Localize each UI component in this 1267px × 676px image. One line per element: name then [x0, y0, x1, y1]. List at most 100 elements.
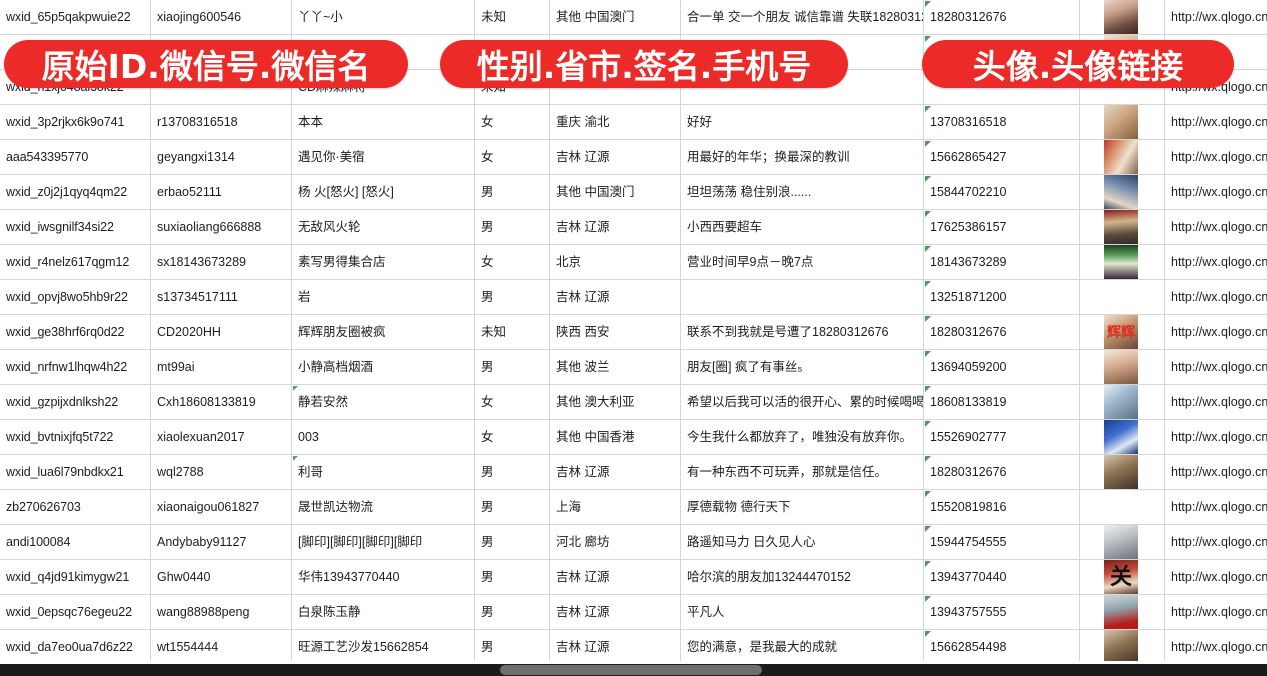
- cell-phone[interactable]: 15844702210: [923, 174, 1080, 210]
- cell-wechat-name[interactable]: 利哥: [291, 454, 475, 490]
- cell-wechat-number[interactable]: wt1554444: [150, 629, 292, 665]
- cell-avatar-url[interactable]: http://wx.qlogo.cn/mmhead: [1164, 349, 1267, 385]
- cell-phone[interactable]: 13694059200: [923, 349, 1080, 385]
- cell-region[interactable]: 北京: [549, 244, 681, 280]
- cell-wechat-number[interactable]: mt99ai: [150, 349, 292, 385]
- cell-signature[interactable]: 小西西要超车: [680, 209, 924, 245]
- cell-phone[interactable]: 18280312676: [923, 0, 1080, 35]
- cell-signature[interactable]: 厚德载物 德行天下: [680, 489, 924, 525]
- cell-region[interactable]: 其他 中国澳门: [549, 0, 681, 35]
- cell-avatar-url[interactable]: http://wx.qlogo.cn/mmhead: [1164, 419, 1267, 455]
- cell-gender[interactable]: 男: [474, 454, 550, 490]
- cell-region[interactable]: 重庆 渝北: [549, 104, 681, 140]
- cell-signature[interactable]: 平凡人: [680, 594, 924, 630]
- cell-avatar-url[interactable]: http://wx.qlogo.cn/mmhead: [1164, 0, 1267, 35]
- cell-gender[interactable]: 未知: [474, 314, 550, 350]
- cell-avatar-url[interactable]: http://wx.qlogo.cn/mmhead: [1164, 454, 1267, 490]
- cell-avatar[interactable]: [1079, 349, 1165, 385]
- cell-avatar-url[interactable]: http://wx.qlogo.cn/mmhead: [1164, 139, 1267, 175]
- cell-phone[interactable]: 18280312676: [923, 454, 1080, 490]
- cell-avatar-url[interactable]: http://wx.qlogo.cn/mmhead: [1164, 314, 1267, 350]
- cell-avatar-url[interactable]: http://wx.qlogo.cn/mmhead: [1164, 279, 1267, 315]
- cell-gender[interactable]: 女: [474, 104, 550, 140]
- cell-phone[interactable]: 15662865427: [923, 139, 1080, 175]
- cell-origin-id[interactable]: wxid_lua6l79nbdkx21: [0, 454, 151, 490]
- cell-avatar[interactable]: [1079, 454, 1165, 490]
- cell-gender[interactable]: 男: [474, 349, 550, 385]
- cell-gender[interactable]: 男: [474, 209, 550, 245]
- cell-phone[interactable]: 15520819816: [923, 489, 1080, 525]
- cell-avatar[interactable]: [1079, 139, 1165, 175]
- cell-wechat-name[interactable]: 小静高档烟酒: [291, 349, 475, 385]
- table-row[interactable]: zb270626703 xiaonaigou061827 晟世凯达物流 男 上海 厚德载物…: [0, 489, 1267, 525]
- cell-phone[interactable]: 18280312676: [923, 314, 1080, 350]
- cell-wechat-number[interactable]: geyangxi1314: [150, 139, 292, 175]
- cell-avatar[interactable]: [1079, 0, 1165, 35]
- cell-origin-id[interactable]: wxid_da7eo0ua7d6z22: [0, 629, 151, 665]
- table-row[interactable]: wxid_iwsgnilf34si22 suxiaoliang666888 无敌风火…: [0, 209, 1267, 245]
- cell-wechat-number[interactable]: xiaolexuan2017: [150, 419, 292, 455]
- table-row[interactable]: wxid_opvj8wo5hb9r22 s13734517111 岩 男 吉林 辽源 13…: [0, 279, 1267, 315]
- cell-region[interactable]: 其他 中国澳门: [549, 174, 681, 210]
- cell-wechat-name[interactable]: 岩: [291, 279, 475, 315]
- cell-region[interactable]: 其他 波兰: [549, 349, 681, 385]
- horizontal-scrollbar-thumb[interactable]: [500, 665, 762, 675]
- cell-origin-id[interactable]: aaa543395770: [0, 139, 151, 175]
- cell-signature[interactable]: 坦坦荡荡 稳住别浪......: [680, 174, 924, 210]
- cell-region[interactable]: 其他 澳大利亚: [549, 384, 681, 420]
- table-row[interactable]: wxid_65p5qakpwuie22 xiaojing600546 丫丫~小 未知 其…: [0, 0, 1267, 35]
- cell-avatar-url[interactable]: http://wx.qlogo.cn/mmhead: [1164, 174, 1267, 210]
- cell-avatar[interactable]: 关: [1079, 559, 1165, 595]
- cell-region[interactable]: 吉林 辽源: [549, 454, 681, 490]
- cell-region[interactable]: 吉林 辽源: [549, 279, 681, 315]
- cell-wechat-name[interactable]: 丫丫~小: [291, 0, 475, 35]
- cell-region[interactable]: 吉林 辽源: [549, 594, 681, 630]
- cell-origin-id[interactable]: wxid_opvj8wo5hb9r22: [0, 279, 151, 315]
- cell-phone[interactable]: 15944754555: [923, 524, 1080, 560]
- table-row[interactable]: wxid_q4jd91kimygw21 Ghw0440 华伟13943770440 男…: [0, 559, 1267, 595]
- cell-origin-id[interactable]: wxid_r4nelz617qgm12: [0, 244, 151, 280]
- cell-gender[interactable]: 女: [474, 244, 550, 280]
- cell-phone[interactable]: 18143673289: [923, 244, 1080, 280]
- cell-gender[interactable]: 男: [474, 629, 550, 665]
- cell-wechat-number[interactable]: Andybaby91127: [150, 524, 292, 560]
- cell-signature[interactable]: 哈尔滨的朋友加13244470152: [680, 559, 924, 595]
- cell-wechat-name[interactable]: 晟世凯达物流: [291, 489, 475, 525]
- cell-wechat-name[interactable]: 本本: [291, 104, 475, 140]
- cell-signature[interactable]: 联系不到我就是号遭了18280312676: [680, 314, 924, 350]
- cell-wechat-number[interactable]: erbao52111: [150, 174, 292, 210]
- table-row[interactable]: aaa543395770 geyangxi1314 遇见你·美宿 女 吉林 辽源 用最好的…: [0, 139, 1267, 175]
- cell-avatar-url[interactable]: http://wx.qlogo.cn/mmhead: [1164, 489, 1267, 525]
- cell-phone[interactable]: 15526902777: [923, 419, 1080, 455]
- cell-gender[interactable]: 女: [474, 384, 550, 420]
- cell-avatar[interactable]: 辉辉: [1079, 314, 1165, 350]
- cell-origin-id[interactable]: wxid_65p5qakpwuie22: [0, 0, 151, 35]
- cell-origin-id[interactable]: wxid_z0j2j1qyq4qm22: [0, 174, 151, 210]
- cell-phone[interactable]: 18608133819: [923, 384, 1080, 420]
- cell-avatar[interactable]: [1079, 419, 1165, 455]
- cell-avatar[interactable]: [1079, 629, 1165, 665]
- cell-gender[interactable]: 男: [474, 524, 550, 560]
- cell-avatar[interactable]: [1079, 279, 1165, 315]
- cell-avatar[interactable]: [1079, 384, 1165, 420]
- cell-gender[interactable]: 男: [474, 594, 550, 630]
- cell-signature[interactable]: 合一单 交一个朋友 诚信靠谱 失联18280312676: [680, 0, 924, 35]
- cell-wechat-number[interactable]: r13708316518: [150, 104, 292, 140]
- cell-signature[interactable]: 您的满意，是我最大的成就: [680, 629, 924, 665]
- cell-signature[interactable]: 朋友[圈] 疯了有事丝₅: [680, 349, 924, 385]
- cell-origin-id[interactable]: wxid_ge38hrf6rq0d22: [0, 314, 151, 350]
- cell-origin-id[interactable]: wxid_q4jd91kimygw21: [0, 559, 151, 595]
- cell-region[interactable]: 上海: [549, 489, 681, 525]
- cell-region[interactable]: 吉林 辽源: [549, 209, 681, 245]
- cell-phone[interactable]: 13943770440: [923, 559, 1080, 595]
- cell-wechat-number[interactable]: xiaojing600546: [150, 0, 292, 35]
- cell-origin-id[interactable]: wxid_3p2rjkx6k9o741: [0, 104, 151, 140]
- cell-avatar[interactable]: [1079, 244, 1165, 280]
- cell-signature[interactable]: 有一种东西不可玩弄，那就是信任。: [680, 454, 924, 490]
- cell-region[interactable]: 陕西 西安: [549, 314, 681, 350]
- table-row[interactable]: wxid_lua6l79nbdkx21 wql2788 利哥 男 吉林 辽源 有一种东西不…: [0, 454, 1267, 490]
- cell-signature[interactable]: 营业时间早9点－晚7点: [680, 244, 924, 280]
- table-row[interactable]: wxid_bvtnixjfq5t722 xiaolexuan2017 003 女 其他 …: [0, 419, 1267, 455]
- cell-wechat-number[interactable]: wql2788: [150, 454, 292, 490]
- cell-region[interactable]: 其他 中国香港: [549, 419, 681, 455]
